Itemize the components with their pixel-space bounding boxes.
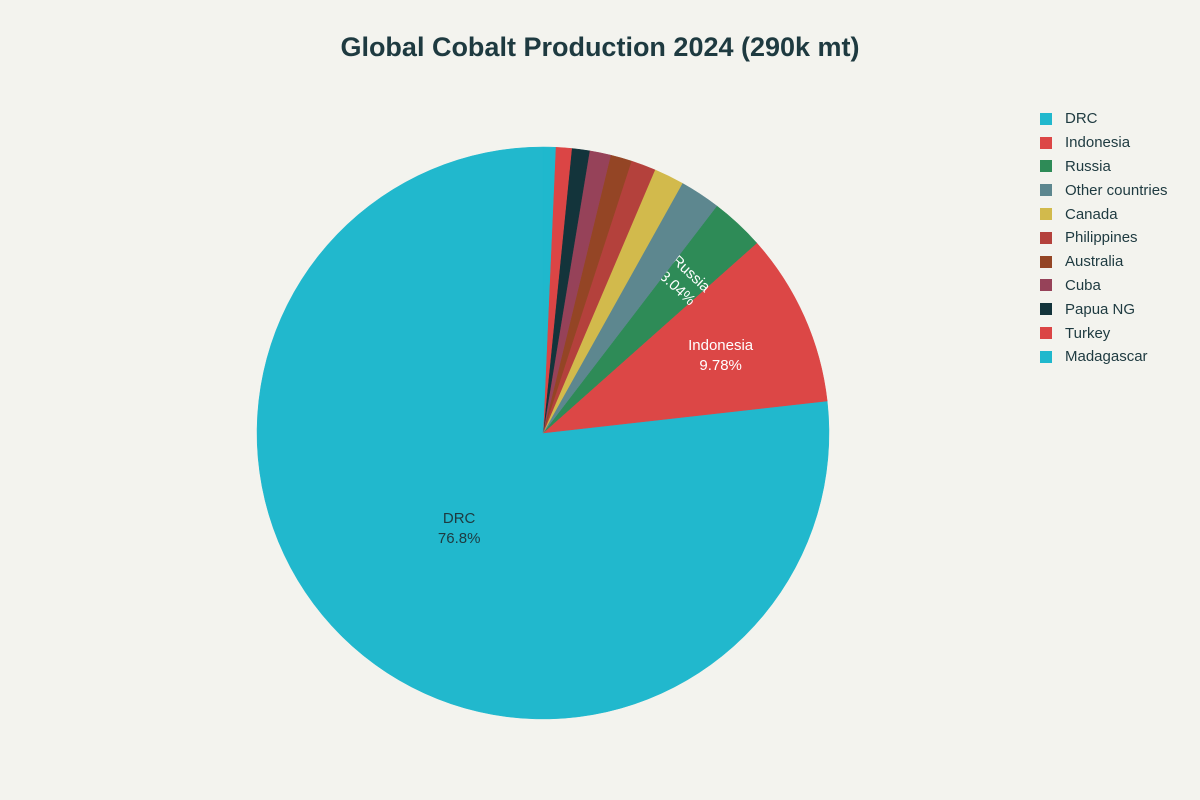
legend-swatch-papua-ng: [1040, 303, 1052, 316]
slice-label-drc: DRC: [443, 510, 476, 527]
legend-label-other-countries: Other countries: [1065, 181, 1168, 199]
legend-item-turkey[interactable]: Turkey: [1040, 321, 1195, 345]
legend-swatch-indonesia: [1040, 136, 1052, 149]
pie-slice-indonesia[interactable]: [542, 242, 828, 434]
legend-swatch-philippines: [1040, 231, 1052, 244]
legend-label-canada: Canada: [1065, 205, 1118, 223]
legend-swatch-turkey: [1040, 327, 1052, 340]
legend-item-australia[interactable]: Australia: [1040, 250, 1195, 274]
pie-slice-madagascar[interactable]: [542, 146, 556, 434]
legend-label-russia: Russia: [1065, 157, 1111, 175]
chart-title: Global Cobalt Production 2024 (290k mt): [340, 32, 860, 62]
slice-label-group-indonesia: Indonesia 9.78%: [688, 337, 754, 374]
legend-swatch-cuba: [1040, 279, 1052, 292]
legend-item-philippines[interactable]: Philippines: [1040, 226, 1195, 250]
slice-percent-drc: 76.8%: [438, 530, 481, 547]
legend-label-australia: Australia: [1065, 253, 1124, 271]
legend-label-drc: DRC: [1065, 110, 1098, 128]
legend-label-philippines: Philippines: [1065, 229, 1138, 247]
legend-swatch-other-countries: [1040, 184, 1052, 197]
legend-label-turkey: Turkey: [1065, 324, 1111, 342]
legend-label-indonesia: Indonesia: [1065, 134, 1131, 152]
legend-item-other-countries[interactable]: Other countries: [1040, 178, 1195, 202]
legend: DRC Indonesia Russia Other countries Canada P…: [1040, 107, 1195, 369]
legend-swatch-canada: [1040, 208, 1052, 221]
legend-item-papua-ng[interactable]: Papua NG: [1040, 297, 1195, 321]
legend-swatch-australia: [1040, 255, 1052, 268]
legend-item-indonesia[interactable]: Indonesia: [1040, 131, 1195, 155]
legend-item-madagascar[interactable]: Madagascar: [1040, 345, 1195, 369]
legend-item-russia[interactable]: Russia: [1040, 155, 1195, 179]
slice-percent-indonesia: 9.78%: [699, 357, 742, 374]
legend-swatch-drc: [1040, 112, 1052, 125]
legend-item-drc[interactable]: DRC: [1040, 107, 1195, 131]
legend-swatch-russia: [1040, 160, 1052, 173]
legend-item-canada[interactable]: Canada: [1040, 202, 1195, 226]
slice-label-group-drc: DRC 76.8%: [438, 510, 481, 547]
slice-label-indonesia: Indonesia: [688, 337, 754, 354]
legend-label-cuba: Cuba: [1065, 276, 1101, 294]
legend-swatch-madagascar: [1040, 350, 1052, 363]
legend-label-papua-ng: Papua NG: [1065, 300, 1136, 318]
legend-item-cuba[interactable]: Cuba: [1040, 274, 1195, 298]
legend-label-madagascar: Madagascar: [1065, 348, 1148, 366]
